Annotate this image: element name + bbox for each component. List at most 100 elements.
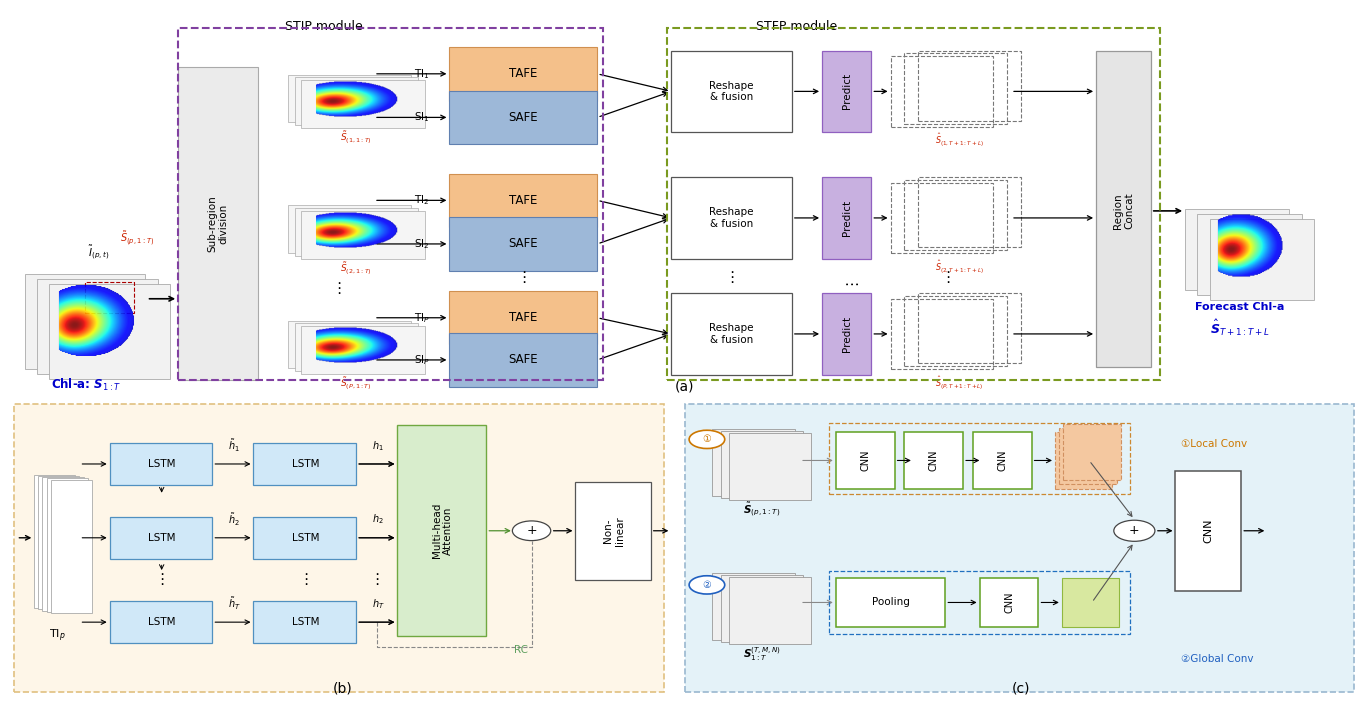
Bar [721,575,803,642]
Bar [295,323,418,371]
Bar [1096,51,1151,367]
Bar [38,476,79,610]
Text: Reshape
& fusion: Reshape & fusion [710,81,754,102]
Bar [836,578,945,627]
Text: LSTM: LSTM [292,617,319,627]
Text: Predict: Predict [841,73,852,110]
Text: +: + [526,524,537,537]
Text: ⋮: ⋮ [153,572,170,588]
Bar [449,47,597,101]
Bar [712,429,795,496]
Text: ⋮: ⋮ [369,572,385,588]
Bar [685,404,1354,692]
Bar [288,75,411,122]
Text: $h_T$: $h_T$ [371,597,385,611]
Bar [301,80,425,128]
Bar [1175,471,1241,591]
Text: TI$_1$: TI$_1$ [414,67,430,81]
Bar [253,443,356,485]
Text: TI$_p$: TI$_p$ [49,628,66,645]
Bar [729,433,811,500]
Bar [918,293,1021,363]
Text: (b): (b) [333,682,352,696]
Text: (c): (c) [1011,682,1030,696]
Circle shape [1114,520,1155,541]
Text: $h_2$: $h_2$ [373,512,384,527]
Circle shape [689,576,725,594]
Circle shape [689,430,725,449]
Text: $\boldsymbol{S}_{1:T}^{(T,M,N)}$: $\boldsymbol{S}_{1:T}^{(T,M,N)}$ [743,645,781,663]
Text: $\tilde{h}_2$: $\tilde{h}_2$ [229,511,240,528]
Bar [301,211,425,259]
Bar [671,177,792,259]
Bar [904,296,1007,366]
Text: $\tilde{S}_{(p,1:T)}$: $\tilde{S}_{(p,1:T)}$ [119,230,155,248]
Bar [822,51,871,132]
Text: Pooling: Pooling [871,598,910,607]
Bar [918,177,1021,247]
Bar [49,284,170,379]
Text: ②Global Conv: ②Global Conv [1181,654,1254,664]
Bar [178,28,603,380]
Bar [829,423,1130,494]
Bar [85,282,134,313]
Text: Forecast Chl-a: Forecast Chl-a [1195,302,1285,312]
Text: $\tilde{S}_{(1,1:T)}$: $\tilde{S}_{(1,1:T)}$ [340,129,373,146]
Text: Non-
linear: Non- linear [603,516,625,546]
Bar [890,183,993,253]
Bar [890,56,993,127]
Text: $\tilde{S}_{(P,1:T)}$: $\tilde{S}_{(P,1:T)}$ [340,375,373,392]
Bar [712,573,795,640]
Bar [1062,578,1119,627]
Bar [295,77,418,125]
Bar [1055,432,1112,489]
Bar [980,578,1038,627]
Bar [729,577,811,644]
Text: +: + [1129,524,1140,537]
Bar [288,205,411,253]
Text: Reshape
& fusion: Reshape & fusion [710,207,754,228]
Bar [449,333,597,387]
Bar [42,477,84,611]
Bar [671,293,792,375]
Bar [671,51,792,132]
Text: Predict: Predict [841,200,852,236]
Text: LSTM: LSTM [148,533,175,543]
Text: LSTM: LSTM [148,459,175,469]
Text: ⋮: ⋮ [723,270,740,285]
Text: $\tilde{h}_T$: $\tilde{h}_T$ [227,595,241,612]
Bar [904,53,1007,124]
Text: LSTM: LSTM [292,533,319,543]
Bar [110,601,212,643]
Text: SI$_1$: SI$_1$ [414,110,430,124]
Text: CNN: CNN [929,450,938,471]
Text: Reshape
& fusion: Reshape & fusion [710,323,754,344]
Bar [110,517,212,559]
Text: CNN: CNN [860,450,870,471]
Text: $\tilde{S}_{(2,1:T)}$: $\tilde{S}_{(2,1:T)}$ [340,260,373,277]
Bar [288,321,411,368]
Bar [34,475,75,608]
Text: SAFE: SAFE [508,111,538,124]
Text: Predict: Predict [841,316,852,352]
Bar [449,291,597,344]
Text: CNN: CNN [997,450,1007,471]
Text: Multi-head
Attention: Multi-head Attention [432,503,453,558]
Text: ①Local Conv: ①Local Conv [1181,439,1247,449]
Bar [449,174,597,227]
Text: TI$_P$: TI$_P$ [414,311,430,325]
Bar [890,299,993,369]
Bar [1063,424,1121,480]
Bar [14,404,664,692]
Bar [253,601,356,643]
Text: (a): (a) [675,380,695,394]
Bar [1210,219,1314,299]
Text: CNN: CNN [1004,592,1015,613]
Bar [47,478,88,612]
Bar [253,517,356,559]
Bar [829,571,1130,634]
Text: $\hat{S}_{(1,T+1:T+L)}$: $\hat{S}_{(1,T+1:T+L)}$ [934,132,984,149]
Text: $\tilde{\boldsymbol{S}}_{(p,1:T)}$: $\tilde{\boldsymbol{S}}_{(p,1:T)}$ [743,501,781,519]
Bar [1059,428,1117,484]
Bar [51,479,92,613]
